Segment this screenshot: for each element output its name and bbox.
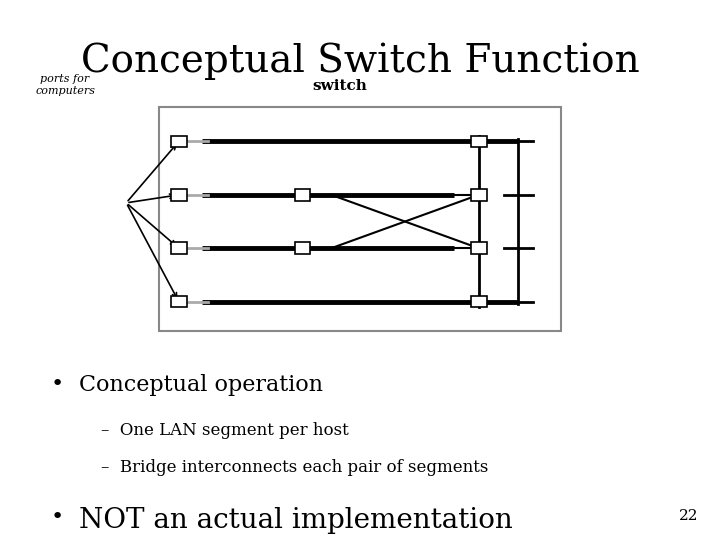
Bar: [171, 136, 186, 147]
Text: switch: switch: [312, 79, 367, 93]
Bar: [171, 189, 186, 201]
Text: Conceptual Switch Function: Conceptual Switch Function: [81, 43, 639, 80]
Text: –  One LAN segment per host: – One LAN segment per host: [101, 422, 348, 438]
Bar: [471, 242, 487, 254]
Bar: [471, 296, 487, 307]
Text: –  Bridge interconnects each pair of segments: – Bridge interconnects each pair of segm…: [101, 459, 488, 476]
Text: NOT an actual implementation: NOT an actual implementation: [79, 507, 513, 534]
Text: •: •: [50, 374, 64, 394]
Text: Conceptual operation: Conceptual operation: [79, 374, 323, 396]
Text: 22: 22: [678, 509, 698, 523]
Bar: [294, 189, 310, 201]
Bar: [294, 242, 310, 254]
Text: ports for
computers: ports for computers: [35, 75, 95, 96]
Bar: [471, 136, 487, 147]
Bar: [171, 296, 186, 307]
Bar: [158, 107, 562, 331]
Bar: [471, 189, 487, 201]
Text: •: •: [50, 507, 64, 527]
Bar: [171, 242, 186, 254]
